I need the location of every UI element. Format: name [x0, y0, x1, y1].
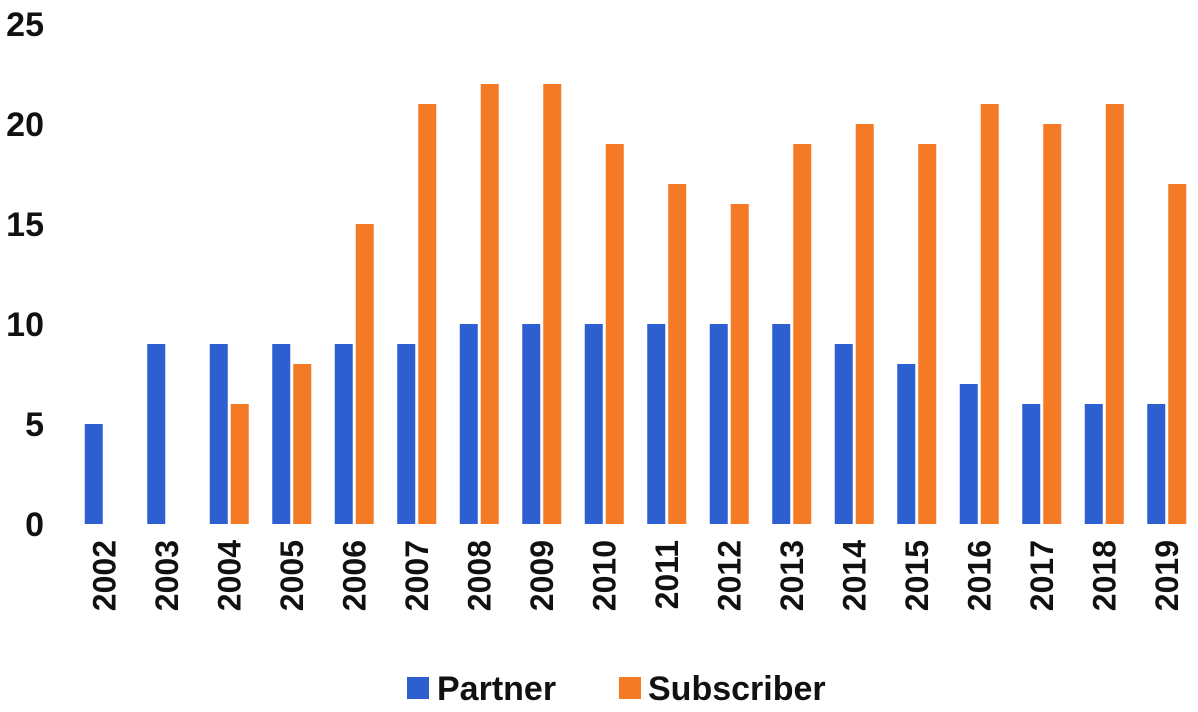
x-tick-label: 2006 [336, 540, 372, 611]
bar-subscriber-2015 [918, 144, 937, 524]
x-tick-label: 2014 [836, 540, 872, 611]
bar-subscriber-2017 [1043, 124, 1062, 524]
legend-swatch-partner [407, 677, 429, 699]
x-tick-label: 2007 [399, 540, 435, 611]
x-tick-label: 2019 [1149, 540, 1185, 611]
y-tick-label: 5 [25, 406, 44, 444]
bar-subscriber-2012 [730, 204, 749, 524]
bar-subscriber-2019 [1168, 184, 1187, 524]
bar-partner-2006 [334, 344, 353, 524]
bar-partner-2003 [147, 344, 166, 524]
x-tick-label: 2002 [86, 540, 122, 611]
bar-partner-2005 [272, 344, 291, 524]
bar-subscriber-2007 [418, 104, 437, 524]
bar-partner-2018 [1084, 404, 1103, 524]
x-tick-label: 2004 [211, 540, 247, 611]
bar-subscriber-2013 [793, 144, 812, 524]
x-tick-label: 2010 [586, 540, 622, 611]
bar-subscriber-2004 [230, 404, 249, 524]
bar-partner-2009 [522, 324, 541, 524]
bar-subscriber-2011 [668, 184, 687, 524]
bar-partner-2013 [772, 324, 791, 524]
x-tick-label: 2018 [1086, 540, 1122, 611]
bar-subscriber-2008 [480, 84, 499, 524]
bar-subscriber-2005 [293, 364, 312, 524]
bar-subscriber-2016 [980, 104, 999, 524]
bar-subscriber-2014 [855, 124, 874, 524]
y-tick-label: 0 [25, 506, 44, 544]
x-tick-label: 2009 [524, 540, 560, 611]
legend-swatch-subscriber [619, 677, 641, 699]
x-tick-label: 2011 [649, 540, 685, 609]
bar-subscriber-2010 [605, 144, 624, 524]
y-tick-label: 15 [6, 206, 44, 244]
bar-partner-2019 [1147, 404, 1166, 524]
bar-partner-2004 [209, 344, 228, 524]
x-tick-label: 2015 [899, 540, 935, 611]
y-tick-label: 25 [6, 6, 44, 44]
bar-partner-2011 [647, 324, 666, 524]
legend-label-partner: Partner [437, 670, 556, 708]
x-tick-label: 2012 [711, 540, 747, 611]
bar-partner-2014 [834, 344, 853, 524]
y-axis-ticks: 0 5 10 15 20 25 [6, 6, 44, 544]
bar-subscriber-2006 [355, 224, 374, 524]
bar-partner-2012 [709, 324, 728, 524]
legend-label-subscriber: Subscriber [648, 670, 826, 708]
x-tick-label: 2013 [774, 540, 810, 611]
x-tick-label: 2003 [149, 540, 185, 611]
bar-partner-2008 [459, 324, 478, 524]
bar-partner-2010 [584, 324, 603, 524]
y-tick-label: 10 [6, 306, 44, 344]
bar-partner-2002 [84, 424, 103, 524]
bar-partner-2016 [959, 384, 978, 524]
x-tick-label: 2017 [1024, 540, 1060, 611]
bar-subscriber-2009 [543, 84, 562, 524]
bar-partner-2015 [897, 364, 916, 524]
y-tick-label: 20 [6, 106, 44, 144]
bar-partner-2017 [1022, 404, 1041, 524]
bars [84, 84, 1187, 524]
legend: Partner Subscriber [407, 670, 826, 708]
x-tick-label: 2005 [274, 540, 310, 611]
bar-partner-2007 [397, 344, 416, 524]
x-axis-ticks: 2002 2003 2004 2005 2006 2007 2008 2009 2010 2011… [86, 540, 1185, 611]
x-tick-label: 2016 [961, 540, 997, 611]
bar-subscriber-2018 [1105, 104, 1124, 524]
x-tick-label: 2008 [461, 540, 497, 611]
